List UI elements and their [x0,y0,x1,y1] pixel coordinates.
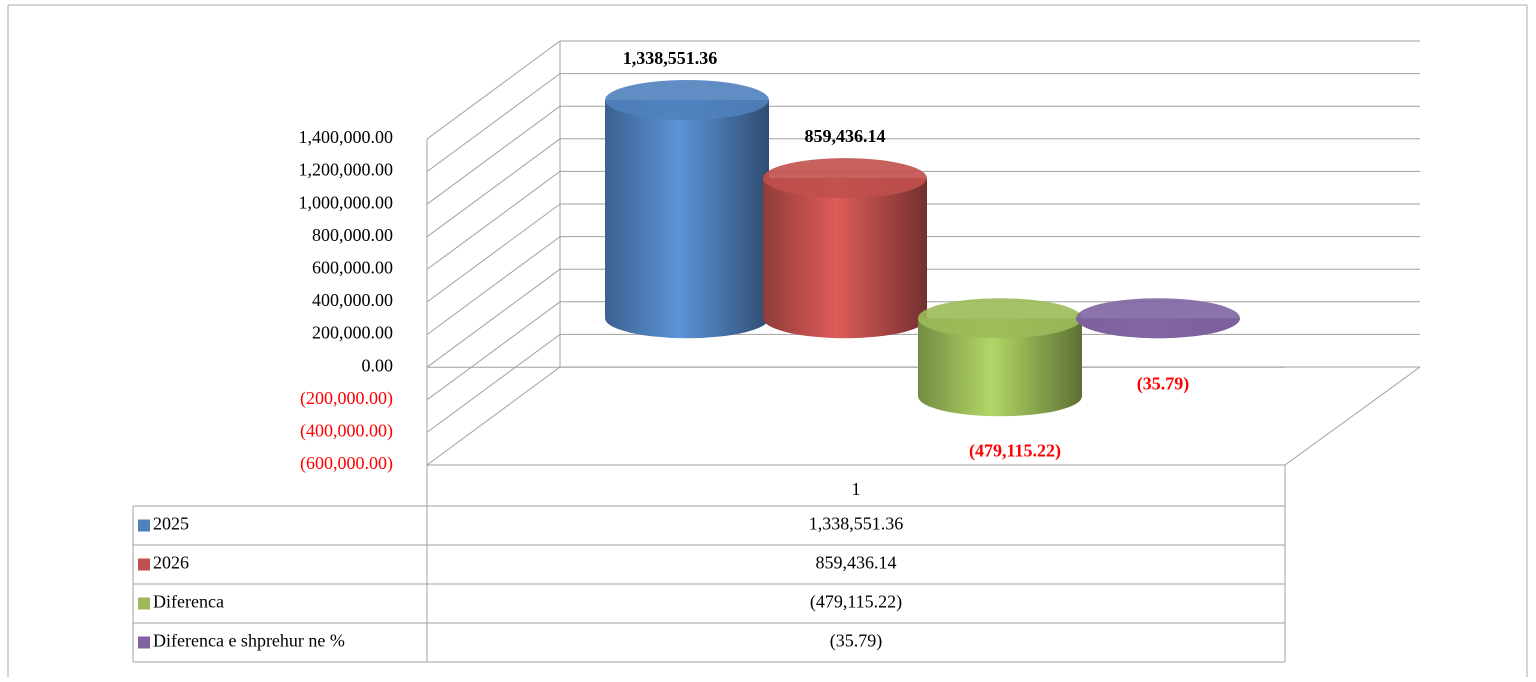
y-tick-label: (200,000.00) [300,388,393,409]
legend-label: 2026 [153,553,189,573]
legend-label: 2025 [153,514,189,534]
floor [1284,366,1421,466]
grid-line [426,366,561,466]
y-tick-label: 1,200,000.00 [299,160,394,180]
y-tick-label: (400,000.00) [300,421,393,442]
grid-line [426,105,561,205]
table-cell: 859,436.14 [816,553,897,573]
y-tick-label: 400,000.00 [312,290,393,310]
y-tick-label: 1,400,000.00 [299,127,394,147]
table-cell: (479,115.22) [810,592,902,613]
y-tick-label: 800,000.00 [312,225,393,245]
data-label: 859,436.14 [805,126,886,146]
bar-top [918,298,1082,339]
y-tick-label: 200,000.00 [312,323,393,343]
table-header: 1 [852,479,861,499]
y-tick-label: 1,000,000.00 [299,192,394,212]
y-tick-label: 600,000.00 [312,258,393,278]
data-label: 1,338,551.36 [623,48,718,68]
y-tick-label: 0.00 [362,355,394,375]
data-label: (479,115.22) [969,440,1061,461]
legend-label: Diferenca [153,592,224,612]
grid-line [426,170,561,270]
bar [918,318,1082,417]
table-cell: 1,338,551.36 [809,514,904,534]
grid-line [426,333,561,433]
grid-line [426,236,561,336]
legend-swatch [138,519,150,532]
grid-line [426,301,561,401]
legend-swatch [138,558,150,571]
grid-line [426,73,561,173]
y-tick-label: (600,000.00) [300,453,393,474]
bar [763,178,927,339]
legend-label: Diferenca e shprehur ne % [153,631,345,651]
grid-line [426,138,561,238]
bar [605,100,769,339]
grid-line [426,40,561,140]
grid-line [426,203,561,303]
grid-line [426,268,561,368]
table-cell: (35.79) [830,631,883,652]
legend-swatch [138,597,150,610]
data-label: (35.79) [1137,373,1190,394]
bar-top [605,80,769,121]
bar-top [763,158,927,199]
legend-swatch [138,636,150,649]
bar-top [1076,298,1240,339]
